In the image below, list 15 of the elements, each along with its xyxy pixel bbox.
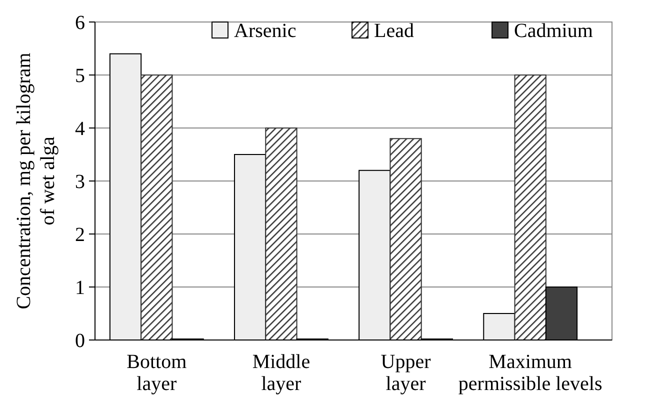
y-tick-label: 5	[75, 65, 85, 87]
x-tick-label: Bottom layer	[126, 351, 188, 395]
x-tick-label: Middle layer	[252, 351, 310, 395]
x-tick-label: Upper layer	[380, 351, 432, 395]
y-tick-label: 3	[75, 171, 85, 193]
y-tick-label: 1	[75, 277, 85, 299]
x-tick-label: Maximum permissible levels	[458, 351, 602, 395]
legend-label: Lead	[374, 20, 414, 42]
legend-label: Cadmium	[514, 20, 594, 42]
y-tick-label: 2	[75, 224, 85, 246]
y-tick-label: 4	[75, 118, 85, 140]
y-tick-label: 0	[75, 330, 85, 352]
y-tick-label: 6	[75, 12, 85, 34]
y-axis-title: Concentration, mg per kilogram of wet alga	[13, 52, 59, 310]
legend-label: Arsenic	[234, 20, 296, 42]
